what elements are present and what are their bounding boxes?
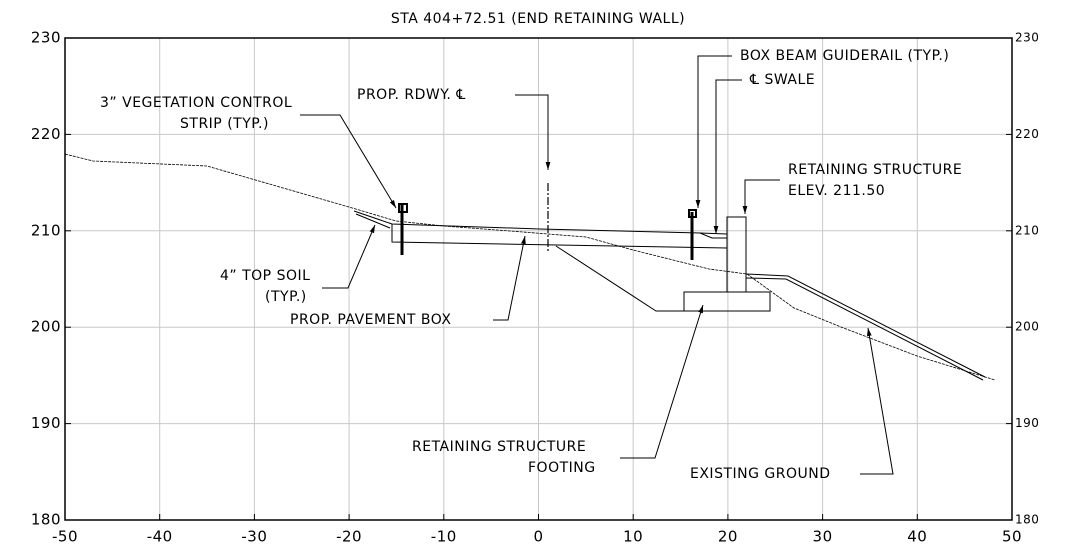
label: EXISTING GROUND	[690, 466, 831, 482]
existing-ground	[64, 153, 996, 381]
proposed-section	[353, 183, 986, 381]
y2-tick-label: 230	[1015, 31, 1039, 45]
label: ℄ SWALE	[749, 72, 815, 88]
x-tick-label: 30	[813, 528, 833, 546]
y2-tick-label: 190	[1015, 416, 1039, 430]
x-tick-label: 0	[533, 528, 543, 546]
x-tick-label: 50	[1002, 528, 1022, 546]
y2-tick-label: 180	[1015, 513, 1039, 527]
y-tick-label: 180	[31, 511, 61, 529]
label: BOX BEAM GUIDERAIL (TYP.)	[740, 48, 949, 64]
y-tick-label: 200	[31, 318, 61, 336]
label: FOOTING	[528, 460, 596, 476]
y2-tick-label: 200	[1015, 320, 1039, 334]
x-tick-label: 20	[718, 528, 738, 546]
x-tick-label: -10	[431, 528, 457, 546]
x-tick-label: 40	[907, 528, 927, 546]
y-tick-label: 220	[31, 125, 61, 143]
label: RETAINING STRUCTURE	[788, 162, 962, 178]
label: STRIP (TYP.)	[180, 116, 269, 132]
x-tick-label: 10	[623, 528, 643, 546]
label: 4” TOP SOIL	[220, 268, 310, 284]
y-tick-label: 230	[31, 29, 61, 47]
title: STA 404+72.51 (END RETAINING WALL)	[391, 11, 685, 27]
y2-tick-label: 220	[1015, 127, 1039, 141]
label: RETAINING STRUCTURE	[412, 439, 586, 455]
label: 3” VEGETATION CONTROL	[100, 95, 292, 111]
x-tick-label: -30	[241, 528, 267, 546]
label: ELEV. 211.50	[788, 183, 885, 199]
y-tick-label: 210	[31, 221, 61, 239]
x-tick-label: -50	[52, 528, 78, 546]
label: (TYP.)	[265, 289, 307, 305]
y2-tick-label: 210	[1015, 223, 1039, 237]
x-tick-label: -20	[336, 528, 362, 546]
label: PROP. PAVEMENT BOX	[290, 312, 451, 328]
x-tick-label: -40	[147, 528, 173, 546]
y-tick-label: 190	[31, 414, 61, 432]
label: PROP. RDWY. ℄	[357, 87, 466, 103]
